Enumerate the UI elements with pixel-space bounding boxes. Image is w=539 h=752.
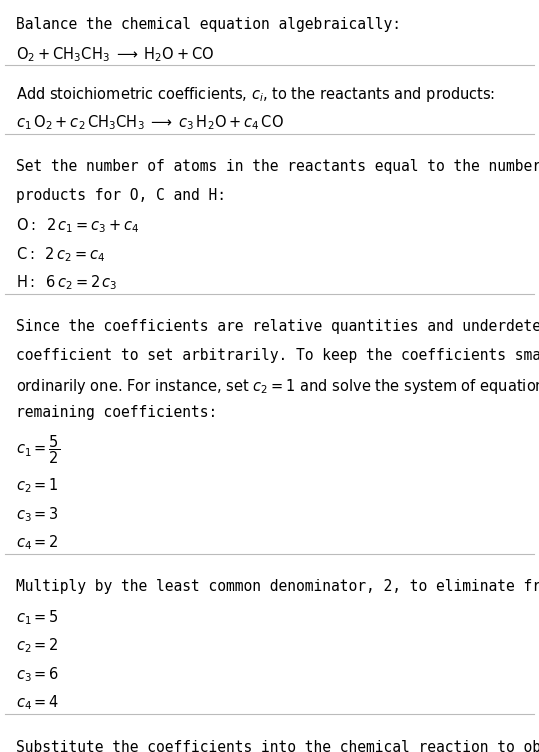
Text: coefficient to set arbitrarily. To keep the coefficients small, the arbitrary va: coefficient to set arbitrarily. To keep … <box>16 348 539 363</box>
Text: $\mathrm{C{:}}\;\; 2\,c_2 = c_4$: $\mathrm{C{:}}\;\; 2\,c_2 = c_4$ <box>16 245 106 264</box>
Text: $c_3 = 3$: $c_3 = 3$ <box>16 505 59 524</box>
Text: $c_3 = 6$: $c_3 = 6$ <box>16 666 59 684</box>
Text: $c_1 = 5$: $c_1 = 5$ <box>16 608 59 626</box>
Text: products for O, C and H:: products for O, C and H: <box>16 188 226 203</box>
Text: Balance the chemical equation algebraically:: Balance the chemical equation algebraica… <box>16 17 401 32</box>
Text: remaining coefficients:: remaining coefficients: <box>16 405 217 420</box>
Text: Multiply by the least common denominator, 2, to eliminate fractional coefficient: Multiply by the least common denominator… <box>16 580 539 595</box>
Text: $c_1\,\mathrm{O_2} + c_2\,\mathrm{CH_3CH_3} \;\longrightarrow\; c_3\,\mathrm{H_2: $c_1\,\mathrm{O_2} + c_2\,\mathrm{CH_3CH… <box>16 114 284 132</box>
Text: $\mathrm{O{:}}\;\; 2\,c_1 = c_3 + c_4$: $\mathrm{O{:}}\;\; 2\,c_1 = c_3 + c_4$ <box>16 217 140 235</box>
Text: $c_4 = 4$: $c_4 = 4$ <box>16 694 59 712</box>
Text: $\mathrm{H{:}}\;\; 6\,c_2 = 2\,c_3$: $\mathrm{H{:}}\;\; 6\,c_2 = 2\,c_3$ <box>16 274 118 293</box>
Text: Since the coefficients are relative quantities and underdetermined, choose a: Since the coefficients are relative quan… <box>16 320 539 335</box>
Text: $c_1 = \dfrac{5}{2}$: $c_1 = \dfrac{5}{2}$ <box>16 434 60 466</box>
Text: ordinarily one. For instance, set $c_2 = 1$ and solve the system of equations fo: ordinarily one. For instance, set $c_2 =… <box>16 377 539 396</box>
Text: Add stoichiometric coefficients, $c_i$, to the reactants and products:: Add stoichiometric coefficients, $c_i$, … <box>16 85 495 104</box>
Text: $\mathrm{O_2 + CH_3CH_3 \;\longrightarrow\; H_2O + CO}$: $\mathrm{O_2 + CH_3CH_3 \;\longrightarro… <box>16 45 215 64</box>
Text: $c_2 = 1$: $c_2 = 1$ <box>16 477 59 496</box>
Text: Substitute the coefficients into the chemical reaction to obtain the balanced: Substitute the coefficients into the che… <box>16 739 539 752</box>
Text: Set the number of atoms in the reactants equal to the number of atoms in the: Set the number of atoms in the reactants… <box>16 159 539 174</box>
Text: $c_2 = 2$: $c_2 = 2$ <box>16 637 59 655</box>
Text: $c_4 = 2$: $c_4 = 2$ <box>16 534 59 553</box>
